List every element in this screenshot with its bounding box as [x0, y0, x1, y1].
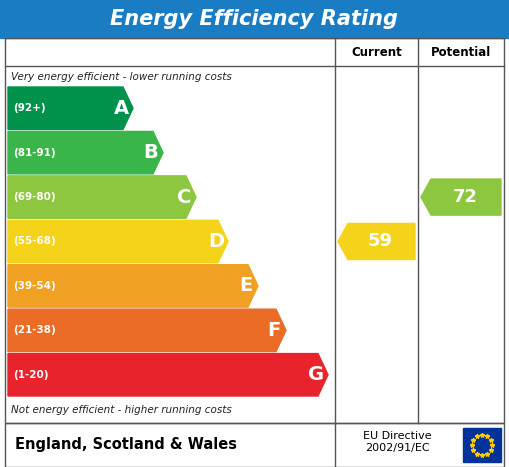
Bar: [5, 423, 504, 467]
Text: Current: Current: [351, 45, 402, 58]
Polygon shape: [8, 87, 133, 129]
Text: E: E: [239, 276, 252, 296]
Text: 72: 72: [453, 188, 477, 206]
Text: Very energy efficient - lower running costs: Very energy efficient - lower running co…: [11, 72, 232, 82]
Text: Not energy efficient - higher running costs: Not energy efficient - higher running co…: [11, 405, 232, 415]
Text: (69-80): (69-80): [13, 192, 55, 202]
Text: F: F: [267, 321, 280, 340]
Text: 59: 59: [368, 233, 393, 250]
Text: (92+): (92+): [13, 103, 46, 113]
Text: 2002/91/EC: 2002/91/EC: [365, 443, 430, 453]
Bar: [0, 0, 509, 38]
Text: (55-68): (55-68): [13, 236, 56, 247]
Text: (21-38): (21-38): [13, 325, 56, 335]
Bar: [5, 38, 504, 423]
Text: D: D: [208, 232, 224, 251]
Polygon shape: [421, 179, 501, 215]
Text: B: B: [144, 143, 158, 162]
Text: Potential: Potential: [431, 45, 491, 58]
Text: A: A: [114, 99, 129, 118]
Text: C: C: [177, 188, 191, 206]
Text: Energy Efficiency Rating: Energy Efficiency Rating: [110, 9, 399, 29]
Text: EU Directive: EU Directive: [363, 431, 432, 441]
Text: (81-91): (81-91): [13, 148, 55, 158]
Polygon shape: [8, 176, 196, 218]
Text: England, Scotland & Wales: England, Scotland & Wales: [15, 438, 237, 453]
Polygon shape: [8, 220, 228, 263]
Polygon shape: [8, 354, 328, 396]
Bar: [463, 428, 501, 462]
Polygon shape: [8, 309, 286, 352]
Text: (39-54): (39-54): [13, 281, 56, 291]
Text: G: G: [308, 365, 324, 384]
Polygon shape: [338, 224, 415, 260]
Polygon shape: [8, 265, 258, 307]
Text: (1-20): (1-20): [13, 370, 48, 380]
Polygon shape: [8, 131, 163, 174]
